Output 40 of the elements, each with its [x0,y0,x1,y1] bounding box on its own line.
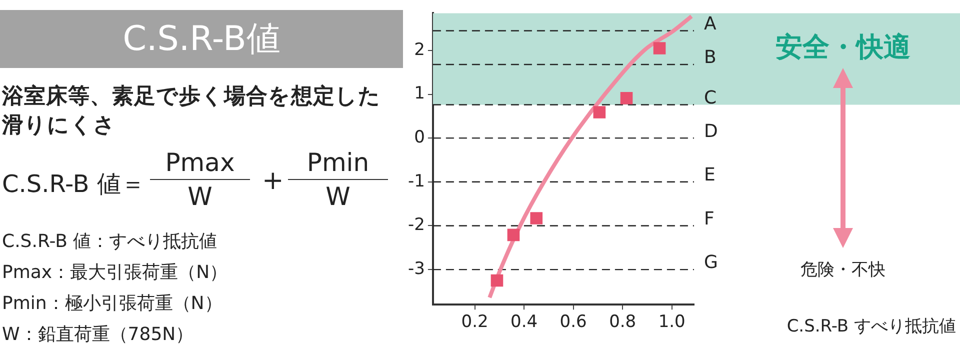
text: Pmin [288,148,388,180]
text: 浴室床等、素足で歩く場合を想定した滑りにくさ [2,83,382,140]
text: Pmax [150,148,250,180]
text: Pmax：最大引張荷重（N） [2,261,228,284]
text: W [324,181,352,211]
ref-line-label: E [704,164,716,186]
point [620,92,633,104]
ref-line-label: D [704,120,718,142]
ref-line-label: B [704,47,716,68]
point [507,228,520,242]
chart-title: C.S.R-B値 [0,10,403,68]
text: C.S.R-B 値＝ [2,169,145,200]
point [593,106,606,118]
text: C.S.R-B すべり抵抗値 [786,316,956,336]
y-tick-label: 0 [414,128,425,148]
text: Pmin：極小引張荷重（N） [2,292,222,315]
point [653,42,666,54]
point [530,212,543,224]
ref-line-label: C [704,87,717,108]
x-tick-label: 1.0 [658,312,686,332]
x-tick-label: 0.2 [461,312,488,332]
ref-line-label: A [704,13,717,34]
y-tick-label: 2 [414,40,425,60]
band-label: 安全・快適 [776,32,910,64]
line-series [488,14,694,300]
y-tick-label: -2 [408,215,425,236]
text: 危険・不快 [800,259,886,281]
point [490,274,504,287]
x-tick-label: 0.4 [510,312,538,332]
text: W [186,181,214,211]
y-tick-label: -1 [408,171,425,192]
y-tick-label: -3 [408,258,425,279]
text: + [262,166,284,196]
y-tick-label: 1 [414,84,425,104]
ref-line-label: F [704,208,714,230]
x-tick-label: 0.8 [609,312,636,332]
ref-line-label: G [704,252,718,274]
x-tick-label: 0.6 [560,312,587,332]
text: W：鉛直荷重（785N） [2,323,194,346]
text: C.S.R-B 値：すべり抵抗値 [2,230,218,253]
